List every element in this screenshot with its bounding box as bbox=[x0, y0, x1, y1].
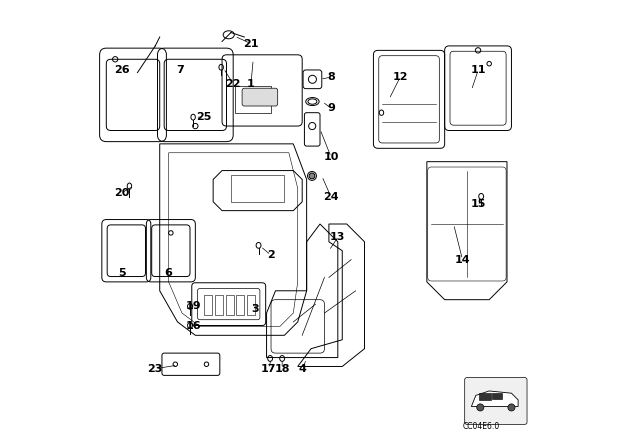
Bar bbox=[247, 295, 255, 315]
Text: 16: 16 bbox=[186, 321, 201, 332]
Text: 19: 19 bbox=[186, 302, 201, 311]
Text: 26: 26 bbox=[114, 65, 130, 75]
Text: 22: 22 bbox=[225, 79, 241, 89]
Text: 24: 24 bbox=[323, 192, 339, 202]
Text: 3: 3 bbox=[252, 304, 259, 314]
Bar bbox=[226, 295, 234, 315]
Text: 21: 21 bbox=[243, 39, 259, 49]
Bar bbox=[236, 86, 271, 113]
Text: 25: 25 bbox=[196, 112, 212, 122]
Text: CC04E6:0: CC04E6:0 bbox=[463, 422, 500, 431]
Text: 10: 10 bbox=[323, 152, 339, 162]
Text: 9: 9 bbox=[327, 103, 335, 113]
Text: 23: 23 bbox=[148, 364, 163, 374]
Bar bbox=[204, 295, 212, 315]
Text: 13: 13 bbox=[330, 233, 346, 242]
FancyBboxPatch shape bbox=[242, 88, 278, 106]
Bar bbox=[492, 393, 502, 399]
Text: 14: 14 bbox=[454, 254, 470, 265]
Text: 7: 7 bbox=[176, 65, 184, 75]
Bar bbox=[215, 295, 223, 315]
Ellipse shape bbox=[309, 173, 315, 179]
Ellipse shape bbox=[508, 404, 515, 411]
Text: 12: 12 bbox=[392, 72, 408, 82]
Text: 8: 8 bbox=[327, 72, 335, 82]
Text: 5: 5 bbox=[118, 268, 125, 278]
Text: 15: 15 bbox=[470, 199, 486, 209]
Bar bbox=[236, 295, 244, 315]
Ellipse shape bbox=[477, 404, 484, 411]
Text: 2: 2 bbox=[267, 250, 275, 260]
Bar bbox=[479, 393, 490, 400]
Text: 1: 1 bbox=[247, 79, 255, 89]
Bar bbox=[231, 175, 284, 202]
Text: 11: 11 bbox=[470, 65, 486, 75]
Text: 4: 4 bbox=[298, 364, 306, 374]
Text: 6: 6 bbox=[164, 268, 173, 278]
Polygon shape bbox=[472, 391, 518, 406]
Text: 20: 20 bbox=[114, 188, 129, 198]
Text: 17: 17 bbox=[261, 364, 276, 374]
Text: 18: 18 bbox=[275, 364, 290, 374]
FancyBboxPatch shape bbox=[465, 378, 527, 424]
